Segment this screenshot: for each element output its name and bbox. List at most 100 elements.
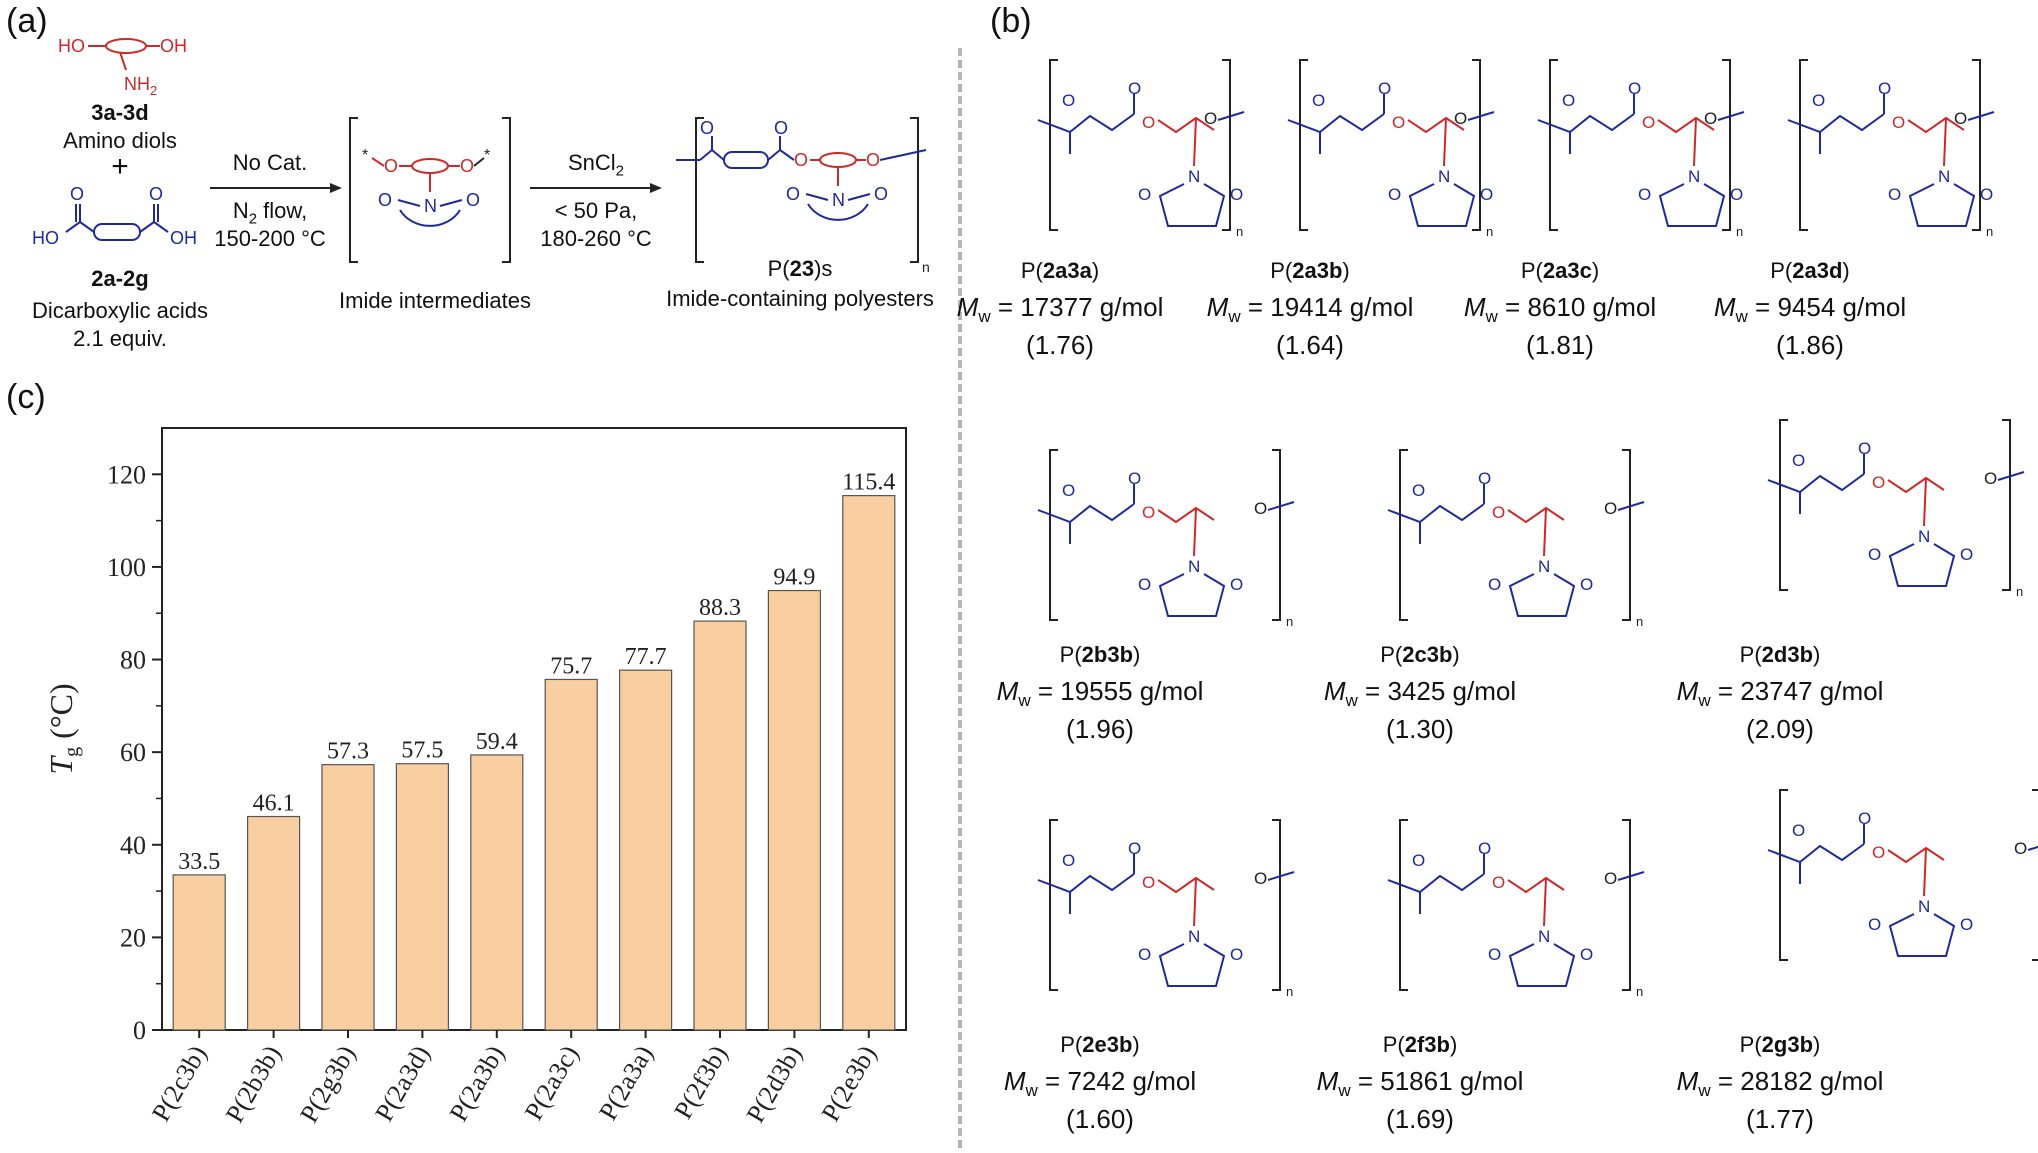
bar [470, 754, 524, 1031]
molecular-weight: Mw = 23747 g/mol [1676, 676, 1884, 711]
bar [544, 678, 598, 1031]
svg-text:N: N [1188, 927, 1200, 946]
product-code: P(23)s [767, 256, 833, 281]
svg-text:n: n [1286, 614, 1293, 629]
intermediate-brackets [349, 117, 511, 263]
acid-equivalents: 2.1 equiv. [73, 326, 167, 351]
svg-text:O: O [1872, 843, 1885, 862]
svg-text:O: O [1204, 109, 1217, 128]
svg-text:O: O [460, 156, 474, 176]
svg-text:O: O [1388, 185, 1401, 204]
product-name: Imide-containing polyesters [666, 286, 934, 311]
svg-text:O: O [70, 184, 84, 204]
intermediate-label: Imide intermediates [339, 288, 531, 313]
svg-text:O: O [1142, 503, 1155, 522]
polymer-caption: P(2a3a) [1020, 258, 1100, 283]
y-tick-label: 100 [107, 553, 146, 582]
polymer-caption: P(2a3b) [1270, 258, 1350, 283]
svg-text:N: N [1188, 167, 1200, 186]
polymer-caption: P(2d3b) [1739, 642, 1821, 667]
svg-text:n: n [1286, 984, 1293, 999]
svg-text:O: O [466, 190, 480, 210]
x-tick-label: P(2b3b) [220, 1041, 287, 1128]
polymer-caption: P(2a3c) [1520, 258, 1600, 283]
bar [321, 764, 375, 1031]
svg-text:O: O [786, 184, 800, 204]
imide-intermediate-structure: * O O * N O O [362, 147, 490, 227]
svg-text:O: O [1312, 91, 1325, 110]
svg-text:*: * [484, 147, 490, 164]
svg-text:O: O [1138, 575, 1151, 594]
svg-text:O: O [1878, 79, 1891, 98]
svg-text:O: O [1392, 113, 1405, 132]
svg-text:N: N [1188, 557, 1200, 576]
svg-text:O: O [1954, 109, 1967, 128]
svg-text:O: O [1142, 873, 1155, 892]
svg-text:N: N [1538, 557, 1550, 576]
step1-catalyst: No Cat. [232, 150, 308, 175]
svg-text:O: O [1488, 945, 1501, 964]
svg-text:O: O [874, 184, 888, 204]
svg-text:O: O [1792, 451, 1805, 470]
dispersity: (1.64) [1276, 330, 1344, 360]
svg-text:O: O [1412, 851, 1425, 870]
polymer-caption: P(2e3b) [1060, 1032, 1140, 1057]
svg-text:O: O [1488, 575, 1501, 594]
svg-text:HO: HO [58, 36, 85, 56]
svg-text:N: N [1438, 167, 1450, 186]
svg-text:n: n [2016, 584, 2023, 599]
step1-atmosphere: N2 flow, [232, 198, 308, 228]
dispersity: (1.69) [1386, 1104, 1454, 1134]
bar [767, 589, 822, 1031]
svg-text:N: N [424, 196, 437, 216]
polymer-caption: P(2b3b) [1059, 642, 1141, 667]
svg-text:O: O [1230, 185, 1243, 204]
polymer-caption: P(2g3b) [1739, 1032, 1821, 1057]
svg-text:O: O [1412, 481, 1425, 500]
bar-value-label: 59.4 [476, 729, 518, 755]
panel-label-a: (a) [6, 2, 48, 40]
svg-text:O: O [1062, 481, 1075, 500]
x-tick-label: P(2a3a) [593, 1041, 659, 1126]
svg-text:O: O [1812, 91, 1825, 110]
svg-text:O: O [1062, 851, 1075, 870]
svg-text:O: O [1704, 109, 1717, 128]
svg-text:N: N [832, 190, 845, 210]
dispersity: (1.30) [1386, 714, 1454, 744]
svg-text:O: O [1062, 91, 1075, 110]
bar-value-label: 46.1 [253, 791, 295, 817]
svg-text:N: N [1918, 897, 1930, 916]
step2-catalyst: SnCl2 [567, 150, 625, 180]
svg-text:O: O [774, 118, 788, 138]
svg-text:O: O [1868, 545, 1881, 564]
bar-value-label: 57.3 [327, 739, 369, 765]
polymer-caption: P(2a3d) [1770, 258, 1850, 283]
svg-text:O: O [1480, 185, 1493, 204]
polyester-product-structure: O O O O N O O n [676, 118, 930, 275]
svg-text:n: n [1236, 224, 1243, 239]
step1-temperature: 150-200 °C [214, 226, 326, 251]
svg-text:O: O [1128, 839, 1141, 858]
svg-text:O: O [1254, 499, 1267, 518]
diol-name: Amino diols [63, 128, 177, 153]
plus-sign: + [111, 150, 129, 183]
svg-text:O: O [1604, 869, 1617, 888]
molecular-weight: Mw = 28182 g/mol [1676, 1066, 1884, 1101]
step2-temperature: 180-260 °C [540, 226, 652, 251]
x-tick-label: P(2a3d) [369, 1041, 435, 1127]
molecular-weight: Mw = 51861 g/mol [1316, 1066, 1524, 1101]
bar-value-label: 115.4 [842, 470, 895, 496]
y-tick-label: 120 [107, 460, 146, 489]
bar-value-label: 57.5 [401, 738, 443, 764]
y-tick-label: 20 [120, 923, 146, 952]
svg-text:O: O [1478, 469, 1491, 488]
svg-text:O: O [1128, 79, 1141, 98]
svg-text:O: O [1230, 575, 1243, 594]
svg-text:N: N [1688, 167, 1700, 186]
svg-text:O: O [1730, 185, 1743, 204]
svg-text:O: O [1142, 113, 1155, 132]
